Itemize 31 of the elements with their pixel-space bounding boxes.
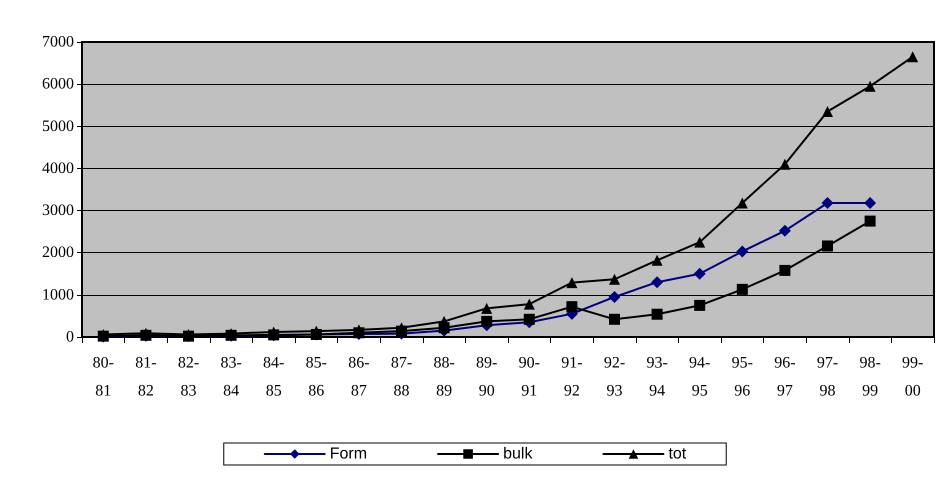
x-tick-label: 80-81: [92, 354, 114, 400]
y-tick-label: 7000: [42, 34, 74, 50]
y-tick-label: 2000: [42, 244, 74, 262]
y-tick-label: 0: [66, 328, 74, 346]
x-tick-label: 84-85: [263, 354, 284, 400]
x-tick-label: 91-92: [561, 354, 583, 400]
x-tick-label: 95-96: [732, 354, 753, 400]
x-tick-label: 82-83: [178, 354, 200, 400]
x-tick-label: 92-93: [604, 354, 626, 400]
x-tick-label: 90-91: [518, 354, 540, 400]
x-tick-label: 83-84: [220, 354, 242, 400]
legend-label: Form: [330, 446, 368, 462]
x-tick-label: 96-97: [774, 354, 796, 400]
x-tick-label: 87-88: [390, 354, 412, 400]
x-tick-label: 93-94: [646, 354, 668, 400]
x-tick-label: 99-00: [902, 354, 924, 400]
y-tick-label: 6000: [42, 76, 74, 93]
x-tick-label: 94-95: [689, 354, 710, 400]
legend-label: bulk: [503, 446, 534, 462]
x-tick-label: 98-99: [859, 354, 881, 400]
y-tick-label: 5000: [42, 118, 74, 135]
y-tick-label: 1000: [42, 286, 74, 304]
y-tick-label: 4000: [42, 160, 74, 177]
legend-label: tot: [668, 446, 687, 462]
x-tick-label: 81-82: [135, 354, 157, 400]
x-tick-label: 97-98: [816, 354, 838, 400]
x-tick-label: 85-86: [306, 354, 327, 400]
x-tick-label: 88-89: [433, 354, 455, 400]
x-tick-label: 86-87: [348, 354, 370, 400]
y-tick-label: 3000: [42, 202, 74, 220]
x-tick-label: 89-90: [476, 354, 498, 400]
